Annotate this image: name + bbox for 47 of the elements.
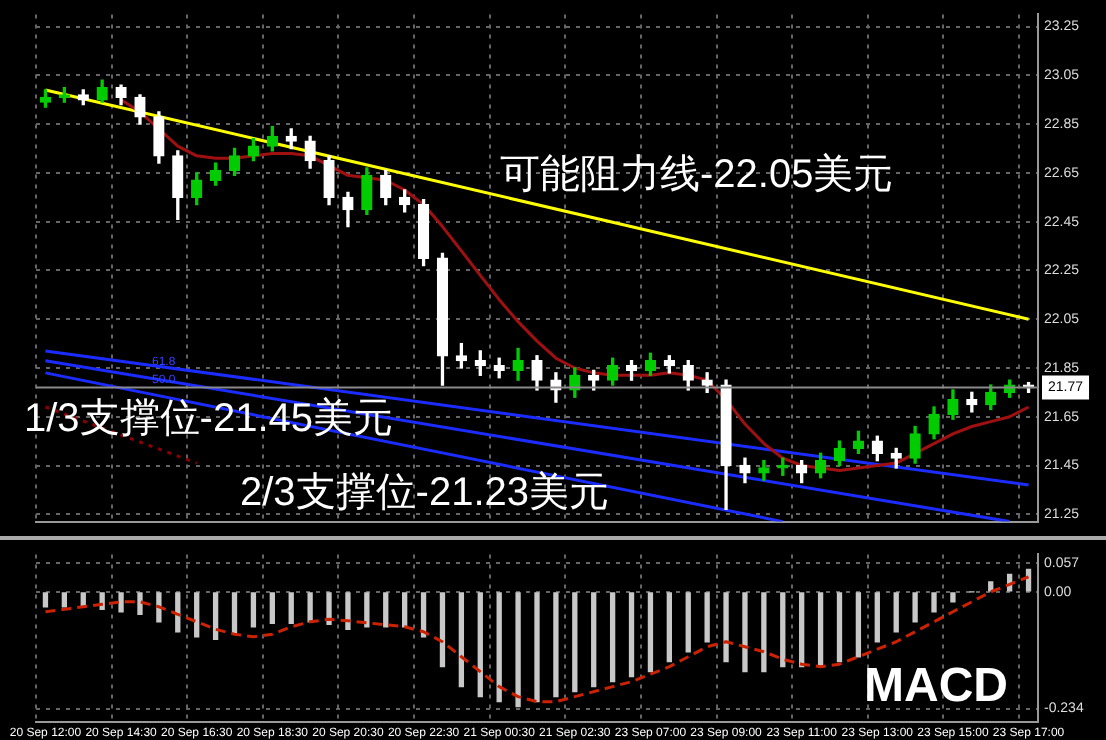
bar (515, 592, 521, 708)
line-series (43, 575, 1031, 704)
bar (477, 592, 483, 698)
bar (761, 592, 767, 673)
bar (591, 592, 597, 688)
bar (269, 592, 275, 624)
bar (118, 592, 124, 613)
bar (345, 592, 351, 630)
bar (572, 592, 578, 693)
annotation: 2/3支撑位-21.23美元 (240, 469, 610, 516)
bar (439, 592, 446, 668)
bar (250, 592, 257, 628)
bar (780, 592, 786, 668)
bar (307, 592, 313, 623)
bar (137, 592, 143, 615)
bar (288, 592, 294, 624)
bar (685, 592, 691, 653)
bar (609, 592, 616, 683)
bar (212, 592, 219, 640)
bar (874, 592, 880, 643)
bar (704, 592, 710, 643)
bar (61, 592, 68, 608)
bar (383, 592, 389, 628)
bar (817, 592, 824, 668)
bar (496, 592, 502, 703)
bar (364, 592, 370, 628)
annotation: MACD (864, 659, 1008, 714)
bar (893, 592, 899, 633)
annotation: 可能阻力线-22.05美元 (500, 151, 894, 198)
bar (723, 592, 729, 663)
bar (628, 592, 635, 678)
bar (647, 592, 654, 673)
bar (534, 592, 540, 703)
bar (326, 592, 332, 625)
bar (799, 592, 805, 668)
bar (194, 592, 200, 638)
bar (742, 592, 748, 673)
bar (912, 592, 918, 623)
bar (855, 592, 862, 658)
bar (553, 592, 559, 698)
bar (950, 592, 956, 603)
bar (666, 592, 672, 663)
bar (458, 592, 465, 688)
bar (931, 592, 937, 613)
bar (402, 592, 408, 628)
bar (836, 592, 843, 663)
bar (42, 592, 49, 608)
